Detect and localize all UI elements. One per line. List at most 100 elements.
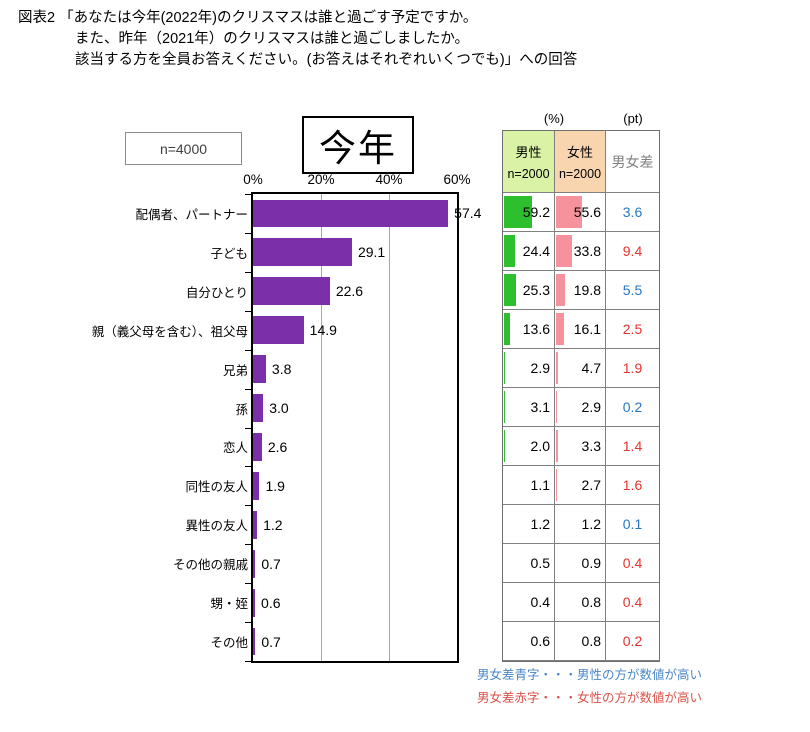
male-cell: 1.1 [503, 466, 555, 505]
table-header-male: 男性 n=2000 [503, 131, 555, 193]
bar-value-label: 1.9 [265, 477, 285, 494]
bar-value-label: 0.6 [261, 594, 281, 611]
diff-cell: 1.6 [606, 466, 659, 505]
cell-value: 4.7 [581, 360, 601, 376]
bar [253, 238, 352, 267]
cell-value: 25.3 [522, 282, 550, 298]
cell-value: 0.8 [581, 594, 601, 610]
diff-label: 男女差 [611, 153, 654, 170]
female-n-label: n=2000 [558, 167, 602, 181]
bar [253, 588, 256, 617]
male-cell: 13.6 [503, 310, 555, 349]
bar [253, 394, 264, 422]
female-mini-bar [556, 352, 558, 384]
footnote-blue: 男女差青字・・・男性の方が数値が高い [477, 668, 703, 682]
male-cell: 24.4 [503, 232, 555, 271]
female-cell: 4.7 [555, 349, 606, 388]
cell-value: 2.0 [530, 438, 550, 454]
gridline-40pct [389, 194, 390, 661]
cell-value: 0.4 [530, 594, 550, 610]
female-mini-bar [556, 430, 558, 462]
female-cell: 55.6 [555, 193, 606, 232]
male-mini-bar [504, 196, 532, 228]
male-mini-bar [504, 391, 505, 423]
male-cell: 3.1 [503, 388, 555, 427]
female-cell: 16.1 [555, 310, 606, 349]
category-label: 自分ひとり [185, 285, 248, 300]
category-label: 兄弟 [222, 363, 248, 378]
bar-value-label: 1.2 [263, 516, 283, 533]
male-mini-bar [504, 430, 505, 462]
bar-value-label: 22.6 [335, 283, 364, 300]
diff-cell: 0.1 [606, 505, 659, 544]
category-tick [245, 583, 251, 584]
cell-value: 0.5 [530, 555, 550, 571]
bar [253, 627, 256, 656]
diff-cell: 3.6 [606, 193, 659, 232]
cell-value: 19.8 [573, 282, 601, 298]
male-cell: 0.6 [503, 622, 555, 661]
female-mini-bar [556, 391, 557, 423]
cell-value: 33.8 [573, 243, 601, 259]
male-cell: 0.5 [503, 544, 555, 583]
unit-label-pt: (pt) [623, 111, 643, 126]
category-tick [245, 194, 251, 195]
male-mini-bar [504, 274, 516, 306]
bar-value-label: 2.6 [267, 438, 288, 455]
bar [253, 277, 330, 306]
diff-cell: 0.4 [606, 544, 659, 583]
cell-value: 0.8 [581, 633, 601, 649]
male-cell: 2.0 [503, 427, 555, 466]
category-label: 異性の友人 [185, 519, 248, 534]
category-label: 子ども [210, 246, 248, 261]
title-line-1: 図表2 「あなたは今年(2022年)のクリスマスは誰と過ごす予定ですか。 [18, 10, 478, 26]
category-tick [245, 544, 251, 545]
gridline-20pct [321, 194, 322, 661]
plot-area: 57.4 29.1 22.6 14.9 3.8 3.0 2.6 1.9 1.2 0.7 0.6 0.7 [251, 192, 481, 663]
bar [253, 510, 258, 539]
male-label: 男性 [515, 145, 542, 160]
bar-value-label: 0.7 [261, 633, 281, 650]
category-tick [245, 350, 251, 351]
cell-value: 3.1 [530, 399, 550, 415]
bar-value-label: 29.1 [357, 244, 386, 261]
diff-cell: 0.4 [606, 583, 659, 622]
diff-cell: 0.2 [606, 388, 659, 427]
diff-cell: 5.5 [606, 271, 659, 310]
male-cell: 25.3 [503, 271, 555, 310]
category-tick [245, 428, 251, 429]
cell-value: 1.2 [581, 516, 601, 532]
female-cell: 0.8 [555, 622, 606, 661]
female-mini-bar [556, 313, 564, 345]
cell-value: 1.1 [530, 477, 550, 493]
female-mini-bar [556, 235, 572, 267]
female-mini-bar [556, 274, 565, 306]
female-mini-bar [556, 469, 557, 501]
unit-label-percent: (%) [543, 111, 565, 126]
male-mini-bar [504, 352, 505, 384]
category-label: 甥・姪 [210, 597, 248, 612]
diff-cell: 1.9 [606, 349, 659, 388]
bar-value-label: 14.9 [309, 322, 337, 339]
diff-cell: 1.4 [606, 427, 659, 466]
footnote-red: 男女差赤字・・・女性の方が数値が高い [477, 691, 703, 705]
bar [253, 355, 266, 384]
category-tick [245, 272, 251, 273]
bar [253, 433, 262, 461]
table-header-female: 女性 n=2000 [555, 131, 606, 193]
plot-inner: 57.4 29.1 22.6 14.9 3.8 3.0 2.6 1.9 1.2 0.7 0.6 0.7 [253, 194, 481, 661]
bar-value-label: 57.4 [454, 205, 482, 222]
category-tick [245, 389, 251, 390]
female-cell: 1.2 [555, 505, 606, 544]
bar [253, 549, 256, 578]
cell-value: 59.2 [522, 204, 550, 220]
category-label: その他の親戚 [172, 558, 248, 573]
female-cell: 2.9 [555, 388, 606, 427]
category-tick [245, 505, 251, 506]
male-cell: 59.2 [503, 193, 555, 232]
chart-title-box: 今年 [302, 116, 414, 174]
figure-title: 図表2 「あなたは今年(2022年)のクリスマスは誰と過ごす予定ですか。 また、… [18, 8, 577, 71]
x-axis-tick-0: 0% [243, 172, 263, 187]
cell-value: 1.2 [530, 516, 550, 532]
